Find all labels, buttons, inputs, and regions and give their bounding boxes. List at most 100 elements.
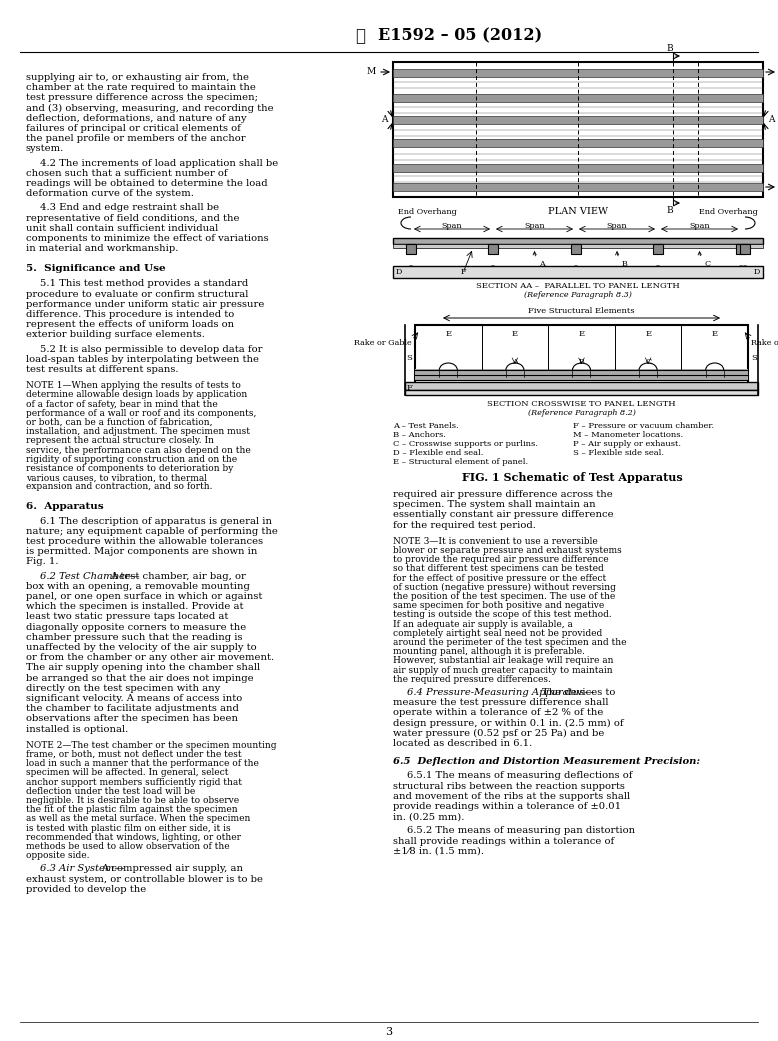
Text: performance of a wall or roof and its components,: performance of a wall or roof and its co… [26,409,257,417]
Text: methods be used to allow observation of the: methods be used to allow observation of … [26,842,230,850]
Text: so that different test specimens can be tested: so that different test specimens can be … [393,564,604,574]
Text: essentially constant air pressure difference: essentially constant air pressure differ… [393,510,614,519]
Text: 6.5.1 The means of measuring deflections of: 6.5.1 The means of measuring deflections… [407,771,633,781]
Text: 6.3 Air System—: 6.3 Air System— [40,864,124,873]
Bar [393,238,763,244]
Text: in material and workmanship.: in material and workmanship. [26,245,178,253]
Text: Span: Span [524,222,545,230]
Text: Rake or Gable: Rake or Gable [751,339,778,347]
Text: D – Flexible end seal.: D – Flexible end seal. [393,449,483,457]
Text: provided to develop the: provided to develop the [26,885,146,894]
Text: SECTION AA –  PARALLEL TO PANEL LENGTH: SECTION AA – PARALLEL TO PANEL LENGTH [476,282,680,290]
Text: and (3) observing, measuring, and recording the: and (3) observing, measuring, and record… [26,104,274,112]
Text: deflection under the test load will be: deflection under the test load will be [26,787,195,795]
Text: structural ribs between the reaction supports: structural ribs between the reaction sup… [393,782,625,790]
Text: S – Flexible side seal.: S – Flexible side seal. [573,449,664,457]
Text: be arranged so that the air does not impinge: be arranged so that the air does not imp… [26,674,254,683]
Bar [415,325,748,390]
Text: 6.5.2 The means of measuring pan distortion: 6.5.2 The means of measuring pan distort… [407,827,635,835]
Text: provide readings within a tolerance of ±0.01: provide readings within a tolerance of ±… [393,802,621,811]
Bar [393,116,763,124]
Text: (Reference Paragraph 8.3): (Reference Paragraph 8.3) [524,291,632,299]
Text: mounting panel, although it is preferable.: mounting panel, although it is preferabl… [393,648,585,656]
Text: same specimen for both positive and negative: same specimen for both positive and nega… [393,602,605,610]
Text: specimen. The system shall maintain an: specimen. The system shall maintain an [393,500,596,509]
Text: and movement of the ribs at the supports shall: and movement of the ribs at the supports… [393,792,630,801]
Text: A: A [512,358,518,366]
Text: shall provide readings within a tolerance of: shall provide readings within a toleranc… [393,837,615,845]
Text: test procedure within the allowable tolerances: test procedure within the allowable tole… [26,537,263,545]
Text: E: E [712,330,718,338]
Text: P – Air supply or exhaust.: P – Air supply or exhaust. [573,440,681,448]
Text: expansion and contraction, and so forth.: expansion and contraction, and so forth. [26,482,212,491]
Text: for the effect of positive pressure or the effect: for the effect of positive pressure or t… [393,574,606,583]
Text: the position of the test specimen. The use of the: the position of the test specimen. The u… [393,592,615,601]
Bar [740,244,750,254]
Text: E: E [578,330,584,338]
Text: for the required test period.: for the required test period. [393,520,536,530]
Text: 6.2 Test Chamber—: 6.2 Test Chamber— [40,572,139,581]
Text: design pressure, or within 0.1 in. (2.5 mm) of: design pressure, or within 0.1 in. (2.5 … [393,718,624,728]
Text: C: C [698,252,710,268]
Text: A compressed air supply, an: A compressed air supply, an [101,864,244,873]
Text: negligible. It is desirable to be able to observe: negligible. It is desirable to be able t… [26,796,239,805]
Text: If an adequate air supply is available, a: If an adequate air supply is available, … [393,619,573,629]
Text: M – Manometer locations.: M – Manometer locations. [573,431,683,439]
Text: operate within a tolerance of ±2 % of the: operate within a tolerance of ±2 % of th… [393,708,604,717]
Text: Rake or Gable: Rake or Gable [354,339,412,347]
Text: the fit of the plastic film against the specimen: the fit of the plastic film against the … [26,805,237,814]
Text: B: B [615,252,628,268]
Text: chosen such that a sufficient number of: chosen such that a sufficient number of [26,169,228,178]
Text: of suction (negative pressure) without reversing: of suction (negative pressure) without r… [393,583,616,592]
Text: 6.4 Pressure-Measuring Apparatus—: 6.4 Pressure-Measuring Apparatus— [407,688,594,697]
Text: SECTION CROSSWISE TO PANEL LENGTH: SECTION CROSSWISE TO PANEL LENGTH [487,400,676,408]
Text: E: E [445,330,451,338]
Text: the panel profile or members of the anchor: the panel profile or members of the anch… [26,134,246,144]
Text: F – Pressure or vacuum chamber.: F – Pressure or vacuum chamber. [573,422,714,430]
Text: representative of field conditions, and the: representative of field conditions, and … [26,213,240,223]
Text: End Overhang: End Overhang [699,208,758,215]
Text: supplying air to, or exhausting air from, the: supplying air to, or exhausting air from… [26,73,249,82]
Text: which the specimen is installed. Provide at: which the specimen is installed. Provide… [26,602,244,611]
Bar [393,139,763,147]
Text: opposite side.: opposite side. [26,852,89,860]
Text: installation, and adjustment. The specimen must: installation, and adjustment. The specim… [26,427,250,436]
Bar [393,94,763,102]
Text: determine allowable design loads by application: determine allowable design loads by appl… [26,390,247,400]
Bar [393,164,763,172]
Text: deflection, deformations, and nature of any: deflection, deformations, and nature of … [26,113,247,123]
Text: load in such a manner that the performance of the: load in such a manner that the performan… [26,759,259,768]
Text: load-span tables by interpolating between the: load-span tables by interpolating betwee… [26,355,259,363]
Text: E1592 – 05 (2012): E1592 – 05 (2012) [378,27,542,45]
Text: S: S [751,354,757,361]
Text: The devices to: The devices to [542,688,615,697]
Text: located as described in 6.1.: located as described in 6.1. [393,739,532,748]
Text: 6.1 The description of apparatus is general in: 6.1 The description of apparatus is gene… [40,516,272,526]
Text: 3: 3 [385,1027,393,1037]
Text: procedure to evaluate or confirm structural: procedure to evaluate or confirm structu… [26,289,248,299]
Bar [393,266,763,278]
Bar [393,244,763,248]
Text: E – Structural element of panel.: E – Structural element of panel. [393,458,528,466]
Text: B: B [667,206,673,215]
Bar [571,244,581,254]
Text: E: E [645,330,651,338]
Text: F: F [461,268,466,276]
Text: recommended that windows, lighting, or other: recommended that windows, lighting, or o… [26,833,241,842]
Text: B: B [667,44,673,53]
Text: A: A [533,252,545,268]
Text: testing is outside the scope of this test method.: testing is outside the scope of this tes… [393,610,612,619]
Bar [405,390,758,395]
Text: readings will be obtained to determine the load: readings will be obtained to determine t… [26,179,268,188]
Text: the required pressure differences.: the required pressure differences. [393,675,551,684]
Text: NOTE 1—When applying the results of tests to: NOTE 1—When applying the results of test… [26,381,241,390]
Text: completely airtight seal need not be provided: completely airtight seal need not be pro… [393,629,602,638]
Text: (Reference Paragraph 8.2): (Reference Paragraph 8.2) [527,409,636,417]
Text: 5.1 This test method provides a standard: 5.1 This test method provides a standard [40,279,248,288]
Text: diagonally opposite corners to measure the: diagonally opposite corners to measure t… [26,623,247,632]
Text: S: S [406,354,412,361]
Text: service, the performance can also depend on the: service, the performance can also depend… [26,446,251,455]
Text: measure the test pressure difference shall: measure the test pressure difference sha… [393,699,608,707]
Text: Span: Span [607,222,627,230]
Text: installed is optional.: installed is optional. [26,725,128,734]
